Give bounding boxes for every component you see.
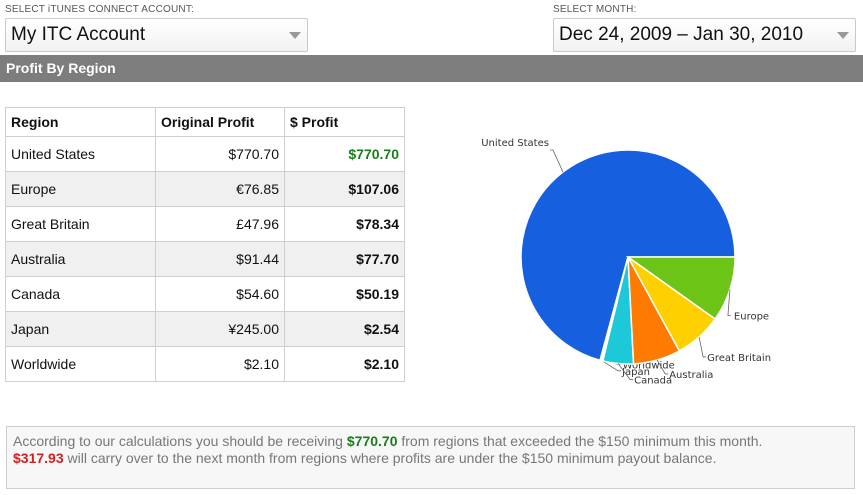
summary-text-prefix: According to our calculations you should…: [13, 433, 347, 449]
chevron-down-icon: [289, 32, 301, 39]
usd-profit-cell: $77.70: [284, 241, 405, 277]
column-header-original-profit[interactable]: Original Profit: [155, 107, 285, 137]
account-select-value: My ITC Account: [11, 24, 146, 45]
pie-label: United States: [481, 138, 549, 149]
summary-carryover-text: will carry over to the next month from r…: [63, 450, 717, 466]
column-header-region[interactable]: Region: [5, 107, 156, 137]
original-profit-cell: $2.10: [155, 346, 285, 382]
table-row: Great Britain £47.96 $78.34: [5, 206, 405, 242]
pie-label: Great Britain: [707, 353, 771, 364]
region-cell: Great Britain: [5, 206, 156, 242]
table-row: Australia $91.44 $77.70: [5, 241, 405, 277]
original-profit-cell: €76.85: [155, 171, 285, 207]
pie-slice-united-states: [520, 149, 736, 362]
table-row: Japan ¥245.00 $2.54: [5, 311, 405, 347]
region-cell: Europe: [5, 171, 156, 207]
month-select-group: SELECT MONTH: Dec 24, 2009 – Jan 30, 201…: [553, 3, 856, 52]
region-cell: Worldwide: [5, 346, 156, 382]
region-cell: Australia: [5, 241, 156, 277]
section-title: Profit By Region: [0, 55, 863, 82]
pie-label: Europe: [734, 312, 769, 323]
table-row: United States $770.70 $770.70: [5, 136, 405, 172]
pie-leader-line: [698, 336, 707, 358]
pie-label: Canada: [634, 376, 672, 387]
month-select[interactable]: Dec 24, 2009 – Jan 30, 2010: [553, 18, 856, 52]
original-profit-cell: ¥245.00: [155, 311, 285, 347]
summary-text-suffix: from regions that exceeded the $150 mini…: [397, 433, 763, 449]
column-header-usd-profit[interactable]: $ Profit: [284, 107, 405, 137]
pie-leader-line: [617, 363, 634, 380]
account-select-group: SELECT iTUNES CONNECT ACCOUNT: My ITC Ac…: [5, 3, 308, 52]
region-cell: Canada: [5, 276, 156, 312]
usd-profit-cell: $107.06: [284, 171, 405, 207]
table-row: Europe €76.85 $107.06: [5, 171, 405, 207]
payout-summary: According to our calculations you should…: [6, 426, 855, 489]
profit-table: Region Original Profit $ Profit United S…: [5, 107, 405, 382]
original-profit-cell: $54.60: [155, 276, 285, 312]
account-select[interactable]: My ITC Account: [5, 18, 308, 52]
table-row: Worldwide $2.10 $2.10: [5, 346, 405, 382]
usd-profit-cell: $50.19: [284, 276, 405, 312]
account-select-caption: SELECT iTUNES CONNECT ACCOUNT:: [5, 4, 194, 15]
pie-label: Australia: [669, 370, 713, 381]
pie-leader-line: [656, 359, 669, 375]
month-select-value: Dec 24, 2009 – Jan 30, 2010: [559, 24, 804, 45]
region-cell: Japan: [5, 311, 156, 347]
pie-label: Japan: [621, 367, 650, 378]
table-row: Canada $54.60 $50.19: [5, 276, 405, 312]
summary-payout-amount: $770.70: [346, 433, 398, 449]
pie-label: Worldwide: [623, 360, 675, 371]
region-cell: United States: [5, 136, 156, 172]
usd-profit-cell: $78.34: [284, 206, 405, 242]
pie-leader-line: [727, 289, 731, 316]
usd-profit-cell: $2.54: [284, 311, 405, 347]
chevron-down-icon: [837, 32, 849, 39]
original-profit-cell: £47.96: [155, 206, 285, 242]
usd-profit-cell: $770.70: [284, 136, 405, 172]
month-select-caption: SELECT MONTH:: [553, 4, 637, 15]
pie-leader-line: [549, 149, 564, 173]
usd-profit-cell: $2.10: [284, 346, 405, 382]
table-header-row: Region Original Profit $ Profit: [5, 107, 405, 137]
original-profit-cell: $770.70: [155, 136, 285, 172]
summary-carryover-amount: $317.93: [13, 450, 64, 466]
profit-pie-chart: United States WorldwideJapanCanadaAustral…: [481, 138, 771, 387]
original-profit-cell: $91.44: [155, 241, 285, 277]
pie-leader-line: [601, 360, 622, 372]
